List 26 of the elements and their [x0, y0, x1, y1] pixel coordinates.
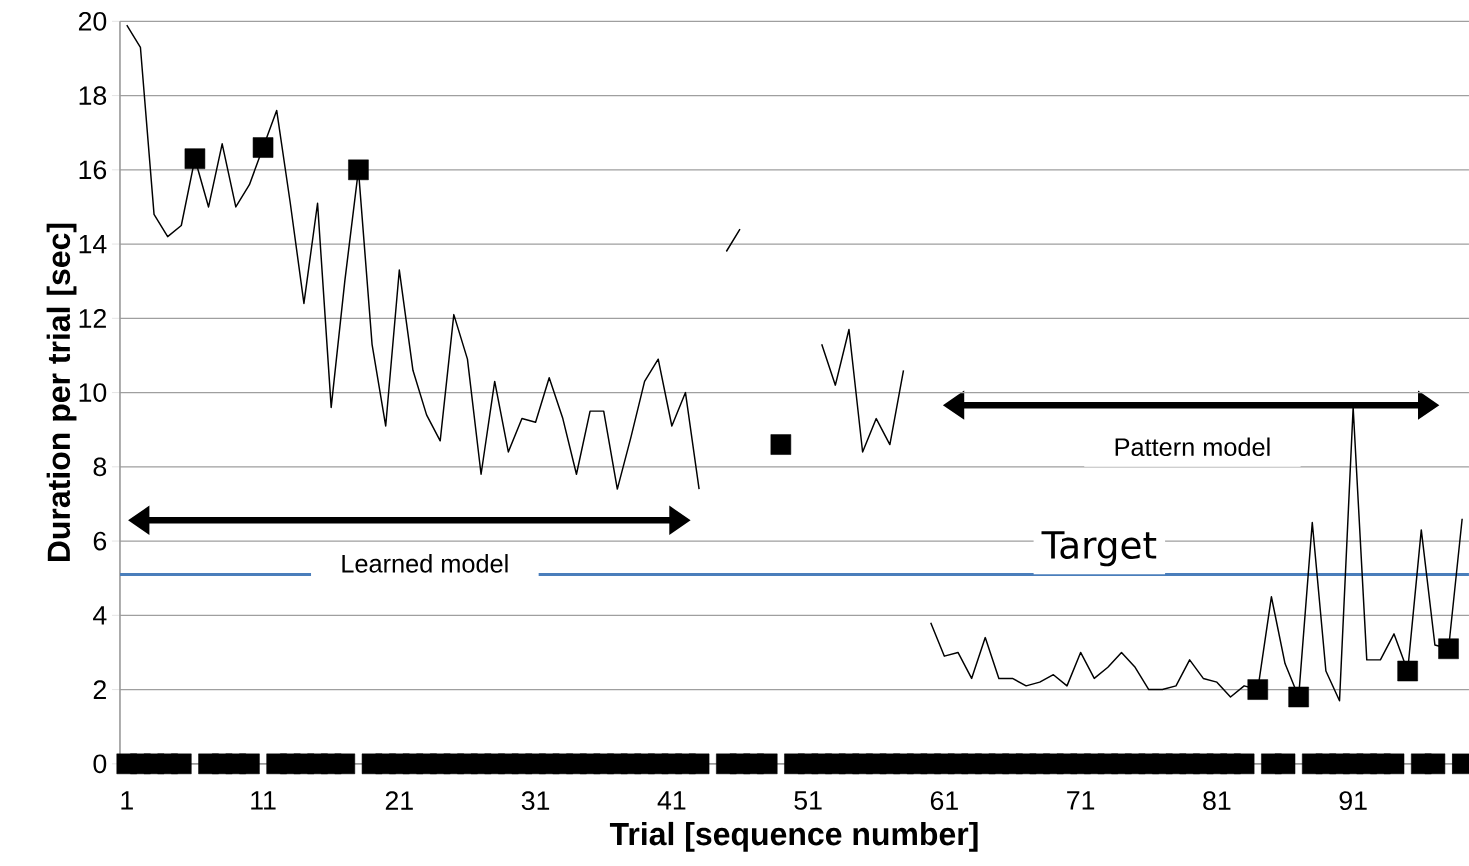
- annotation: Learned model: [342, 553, 508, 573]
- x-tick-label: 41: [657, 790, 686, 810]
- y-tick-label: 6: [93, 531, 107, 551]
- x-tick-label: 11: [251, 790, 276, 810]
- x-tick-label: 61: [930, 790, 958, 810]
- x-tick-label: 51: [794, 790, 822, 810]
- x-tick-label: 1: [121, 790, 133, 810]
- y-tick-label: 4: [93, 605, 107, 625]
- x-tick-label: 21: [385, 790, 413, 810]
- y-tick-label: 8: [93, 457, 107, 477]
- y-tick-label: 0: [93, 754, 107, 774]
- x-tick-label: 81: [1203, 790, 1231, 810]
- y-tick-label: 14: [79, 234, 107, 254]
- y-axis-title: Duration per trial [sec]: [46, 223, 77, 561]
- y-tick-label: 10: [79, 382, 107, 402]
- annotation: Pattern model: [1115, 437, 1270, 456]
- y-tick-label: 12: [79, 308, 106, 328]
- ref-line-label: Target: [1041, 531, 1157, 566]
- y-tick-label: 16: [79, 160, 107, 180]
- x-tick-label: 91: [1339, 790, 1367, 810]
- x-axis-title: Trial [sequence number]: [609, 821, 978, 852]
- y-tick-label: 18: [79, 85, 107, 105]
- x-tick-label: 31: [521, 790, 550, 810]
- y-tick-label: 2: [93, 680, 106, 699]
- x-tick-label: 71: [1067, 790, 1095, 810]
- y-tick-label: 20: [78, 11, 107, 31]
